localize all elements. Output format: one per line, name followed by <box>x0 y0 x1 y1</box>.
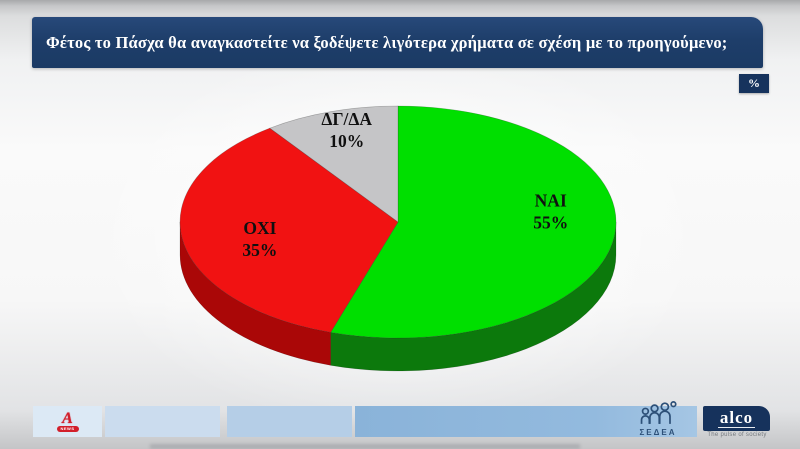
question-title-bar: Φέτος το Πάσχα θα αναγκαστείτε να ξοδέψε… <box>32 17 763 68</box>
pie-slice-1 <box>179 127 399 333</box>
pie-slice-0 <box>330 105 617 339</box>
question-title: Φέτος το Πάσχα θα αναγκαστείτε να ξοδέψε… <box>46 32 728 52</box>
pie-label-value-0: 55% <box>533 213 568 233</box>
pie-label-value-2: 10% <box>329 131 364 151</box>
pie-slice-2 <box>269 105 399 223</box>
pie-label-name-0: ΝΑΙ <box>535 191 567 211</box>
percent-unit-badge: % <box>739 74 769 93</box>
pie-label-value-1: 35% <box>242 240 277 260</box>
pie-label-name-1: ΟΧΙ <box>243 218 276 238</box>
pie-label-name-2: ΔΓ/ΔΑ <box>321 109 372 129</box>
bottom-ticker-shadow <box>150 444 580 449</box>
